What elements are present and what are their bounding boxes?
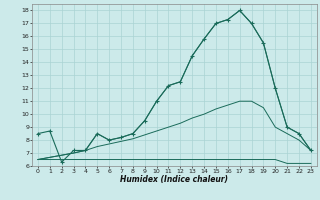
X-axis label: Humidex (Indice chaleur): Humidex (Indice chaleur) — [120, 175, 228, 184]
